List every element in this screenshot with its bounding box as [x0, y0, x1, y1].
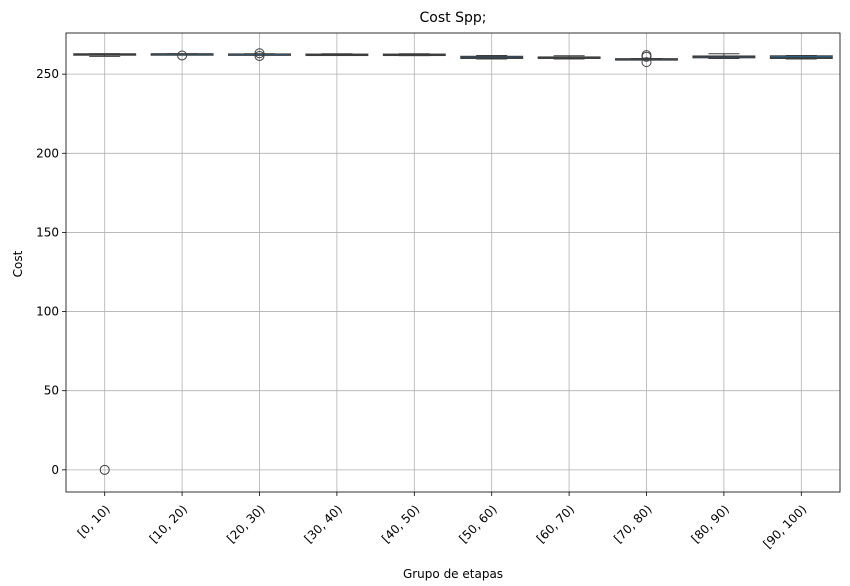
outlier-point — [99, 464, 110, 475]
y-tick-label: 200 — [36, 146, 59, 160]
outlier-point — [641, 51, 652, 62]
chart-title: Cost Spp; — [420, 10, 487, 26]
x-tick-label: [60, 70) — [534, 502, 578, 546]
box-7 — [537, 55, 601, 60]
y-axis-label: Cost — [11, 250, 25, 277]
x-tick-label: [80, 90) — [689, 502, 733, 546]
box-10 — [769, 54, 833, 60]
box-4 — [305, 53, 369, 57]
y-tick-label: 0 — [51, 463, 59, 477]
box-5 — [382, 53, 446, 57]
x-tick-label: [20, 30) — [224, 502, 268, 546]
y-tick-label: 250 — [36, 67, 59, 81]
plot-frame — [65, 32, 841, 493]
x-tick-label: [90, 100) — [761, 502, 810, 551]
x-axis-label: Grupo de etapas — [403, 567, 503, 581]
x-tick-label: [70, 80) — [611, 502, 655, 546]
x-tick-label: [50, 60) — [456, 502, 500, 546]
outlier-point — [177, 50, 188, 61]
boxes-group — [73, 48, 833, 475]
box-2 — [150, 50, 214, 61]
axes-group: 0 50 100 150 200 250 [0, 10) [10, 20) [20, 30) [3… — [36, 32, 841, 551]
x-tick-label: [10, 20) — [147, 502, 191, 546]
outlier-point — [641, 57, 652, 68]
x-tick-label: [30, 40) — [302, 502, 346, 546]
outlier-point — [254, 48, 265, 59]
x-tick-label: [40, 50) — [379, 502, 423, 546]
box-1 — [73, 53, 137, 475]
box-3 — [228, 48, 291, 61]
x-tick-label: [0, 10) — [75, 502, 113, 540]
box-6 — [460, 54, 524, 60]
y-tick-label: 150 — [36, 225, 59, 239]
box-8 — [615, 50, 678, 68]
outlier-point — [254, 50, 265, 61]
grid-lines — [66, 33, 840, 492]
y-tick-label: 50 — [44, 384, 59, 398]
box-9 — [692, 53, 756, 59]
y-tick-label: 100 — [36, 305, 59, 319]
